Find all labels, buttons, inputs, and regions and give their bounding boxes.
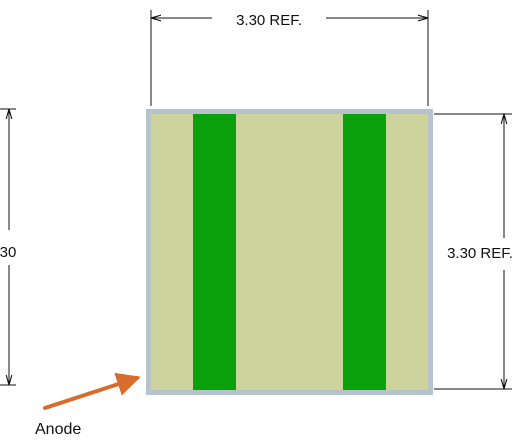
left-height-dimension (0, 108, 16, 386)
anode-callout: Anode (35, 372, 141, 438)
right-height-label: 3.30 REF. (447, 245, 513, 262)
package-body (146, 109, 433, 395)
left-height-label: 30 (0, 244, 16, 261)
right-contact-stripe (343, 114, 386, 390)
top-width-label: 3.30 REF. (236, 12, 302, 29)
package-fill (151, 114, 428, 390)
anode-callout-arrow (43, 372, 141, 410)
top-width-dimension (150, 10, 429, 106)
anode-label: Anode (35, 421, 81, 438)
right-height-dimension (434, 113, 512, 390)
left-contact-stripe (193, 114, 236, 390)
